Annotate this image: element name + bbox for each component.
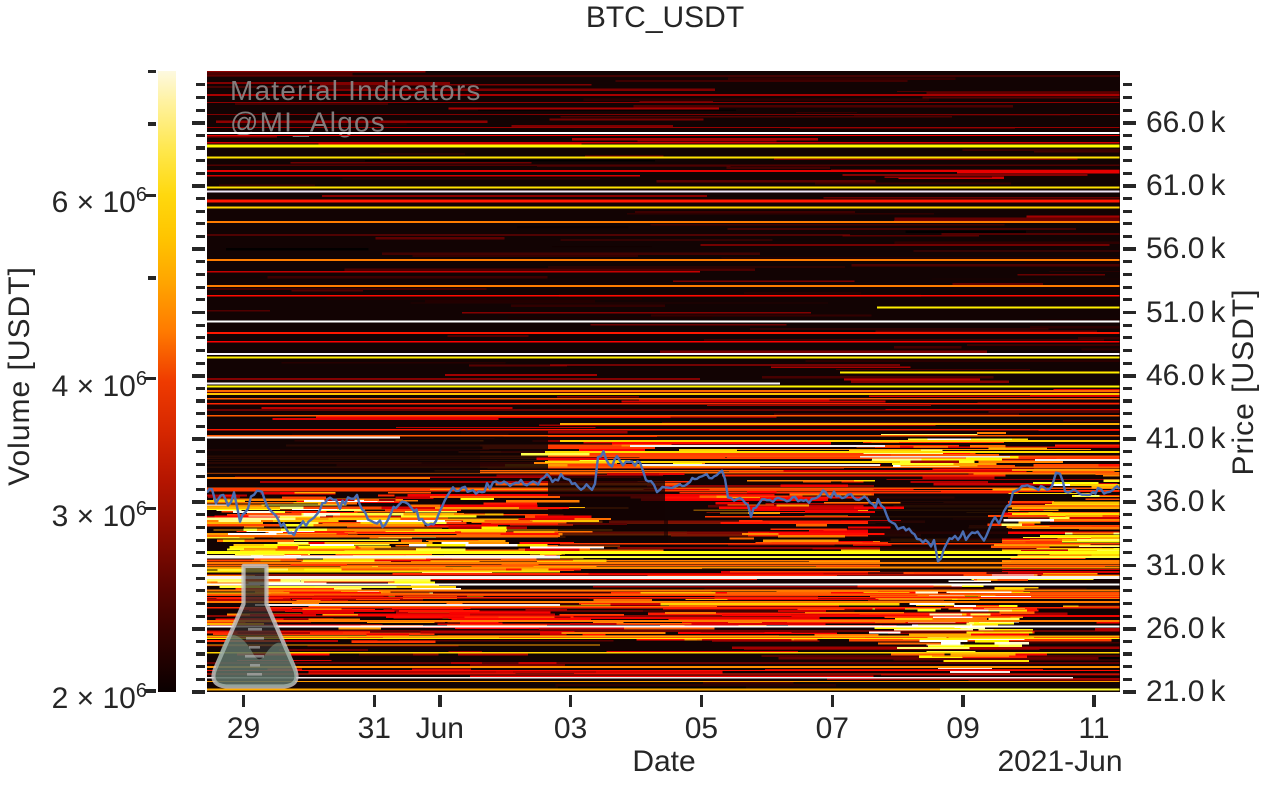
svg-text:Material Indicators: Material Indicators bbox=[230, 75, 482, 106]
